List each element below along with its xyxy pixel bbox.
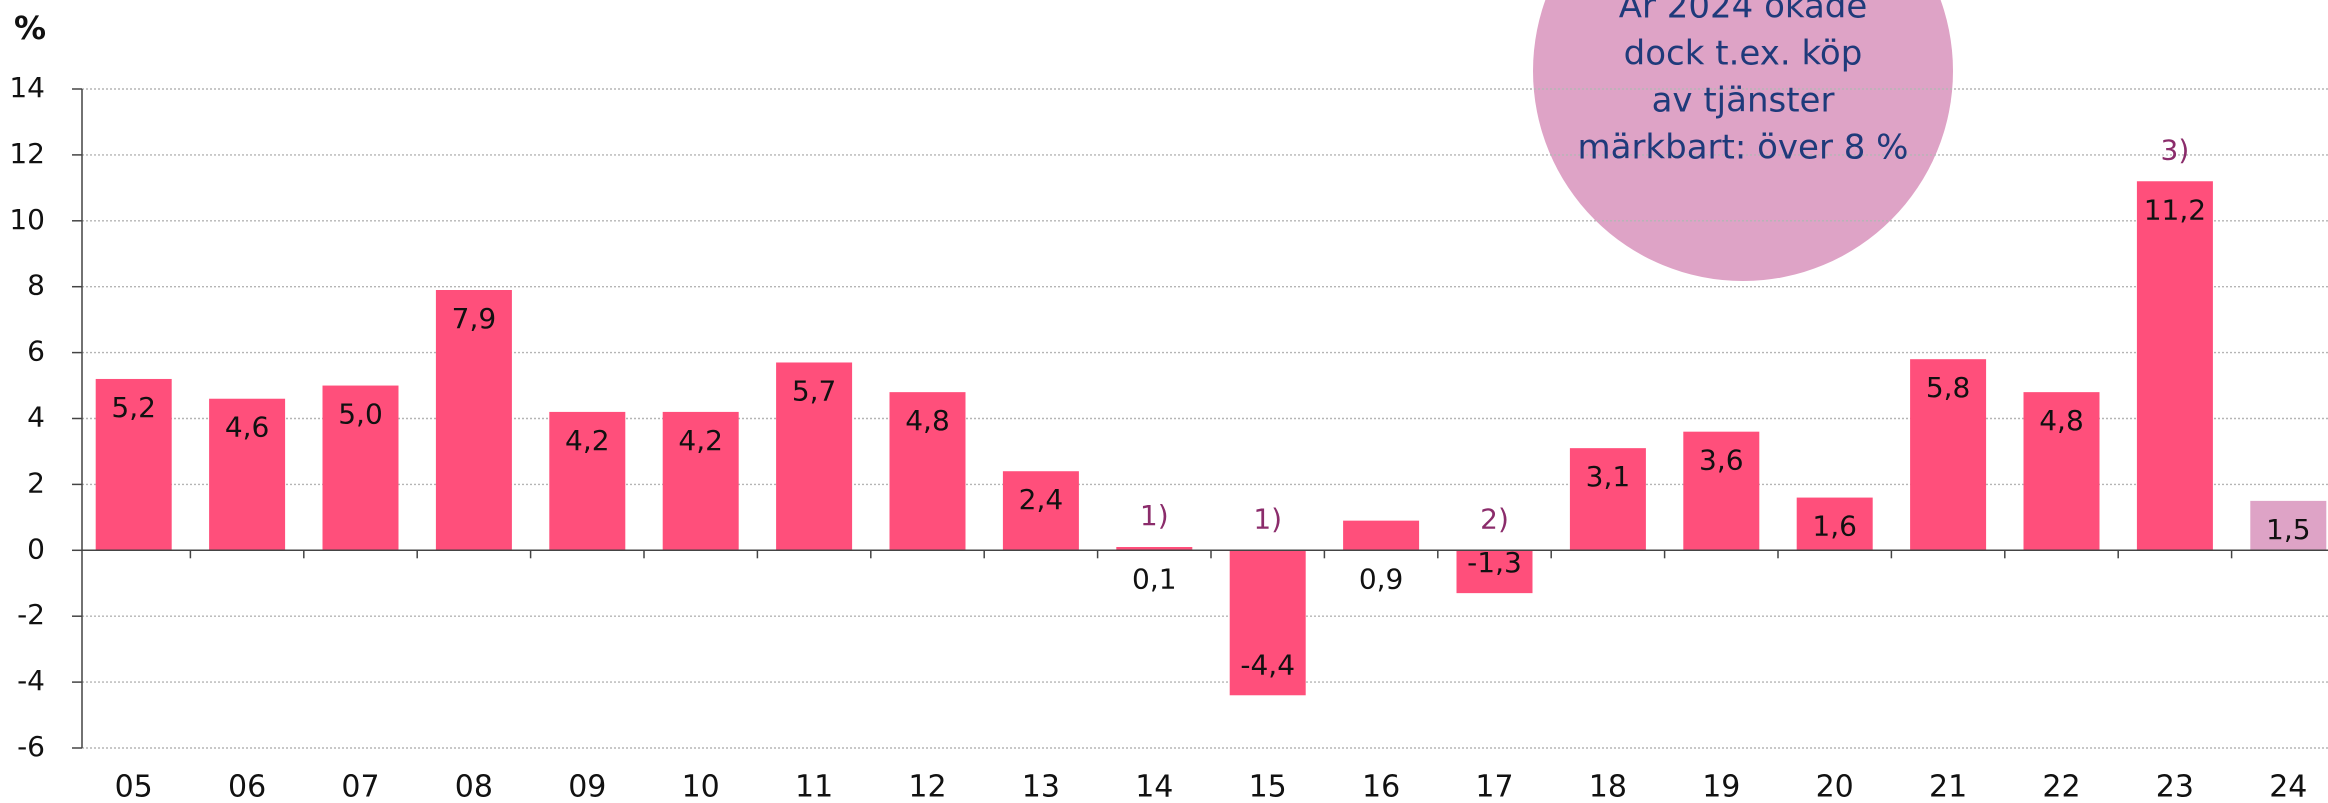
x-tick-label: 09: [568, 770, 606, 803]
x-tick-label: 12: [908, 770, 946, 803]
bar: [2250, 500, 2327, 551]
bar: [2023, 392, 2100, 551]
bar: [2136, 181, 2213, 551]
value-label: 11,2: [2144, 193, 2206, 226]
bar: [1343, 520, 1420, 551]
x-tick-label: 14: [1135, 770, 1173, 803]
bar: [889, 392, 966, 551]
callout-text: märkbart: över 8 %: [1578, 128, 1909, 168]
x-tick-label: 16: [1362, 770, 1400, 803]
bar: [1796, 497, 1873, 551]
callout-text: År 2024 ökade: [1619, 0, 1868, 27]
footnote-marker: 1): [1140, 499, 1169, 532]
y-tick-label: 6: [27, 335, 45, 368]
y-tick-label: 12: [9, 137, 45, 170]
callout-text: av tjänster: [1652, 81, 1835, 121]
x-tick-label: 08: [455, 770, 493, 803]
y-axis-label: %: [14, 9, 46, 47]
value-label: 0,1: [1132, 562, 1177, 595]
y-tick-label: 0: [27, 532, 45, 565]
value-label: 0,9: [1359, 562, 1404, 595]
footnote-marker: 3): [2161, 133, 2190, 166]
bar: [95, 378, 172, 551]
value-label: 5,2: [111, 391, 156, 424]
x-tick-label: 18: [1589, 770, 1627, 803]
x-tick-label: 22: [2042, 770, 2080, 803]
value-label: -1,3: [1467, 546, 1522, 579]
value-label: 2,4: [1019, 483, 1064, 516]
bar: [1683, 431, 1760, 551]
value-label: 4,8: [2039, 404, 2084, 437]
bar: [435, 289, 512, 551]
bar: [549, 411, 626, 551]
value-label: 4,2: [678, 424, 723, 457]
x-tick-label: 06: [228, 770, 266, 803]
bar: [1002, 471, 1079, 551]
x-tick-label: 05: [115, 770, 153, 803]
y-tick-label: -6: [17, 730, 45, 763]
bar: [322, 385, 399, 551]
bar: [1910, 359, 1987, 551]
value-label: 5,0: [338, 398, 383, 431]
callout-text: dock t.ex. köp: [1624, 34, 1863, 74]
x-tick-label: 13: [1022, 770, 1060, 803]
bar: [1229, 550, 1306, 696]
value-label: 1,5: [2266, 513, 2311, 546]
footnote-marker: 1): [1253, 502, 1282, 535]
value-label: 4,2: [565, 424, 610, 457]
x-tick-label: 21: [1929, 770, 1967, 803]
bar: [776, 362, 853, 551]
y-tick-label: -4: [17, 664, 45, 697]
x-tick-label: 11: [795, 770, 833, 803]
value-label: 3,6: [1699, 444, 1744, 477]
x-tick-label: 23: [2156, 770, 2194, 803]
value-label: 3,1: [1586, 460, 1631, 493]
y-tick-label: 10: [9, 203, 45, 236]
bar: [209, 398, 286, 551]
x-tick-label: 19: [1702, 770, 1740, 803]
x-tick-label: 10: [682, 770, 720, 803]
x-tick-label: 20: [1816, 770, 1854, 803]
y-tick-label: -2: [17, 598, 45, 631]
bar: [1456, 550, 1533, 594]
footnote-marker: 2): [1480, 502, 1509, 535]
value-label: 1,6: [1812, 510, 1857, 543]
value-label: 5,7: [792, 374, 837, 407]
value-label: 5,8: [1926, 371, 1971, 404]
value-label: 7,9: [452, 302, 497, 335]
y-tick-label: 14: [9, 71, 45, 104]
value-label: 4,6: [225, 411, 270, 444]
x-tick-label: 17: [1475, 770, 1513, 803]
callout-bubble: [1533, 0, 1953, 281]
bar: [1569, 448, 1646, 551]
y-tick-label: 2: [27, 466, 45, 499]
value-label: -4,4: [1240, 648, 1295, 681]
x-tick-label: 07: [341, 770, 379, 803]
bar: [662, 411, 739, 551]
y-tick-label: 4: [27, 401, 45, 434]
y-tick-label: 8: [27, 269, 45, 302]
bar: [1116, 547, 1193, 551]
x-tick-label: 24: [2269, 770, 2307, 803]
x-tick-label: 15: [1249, 770, 1287, 803]
value-label: 4,8: [905, 404, 950, 437]
